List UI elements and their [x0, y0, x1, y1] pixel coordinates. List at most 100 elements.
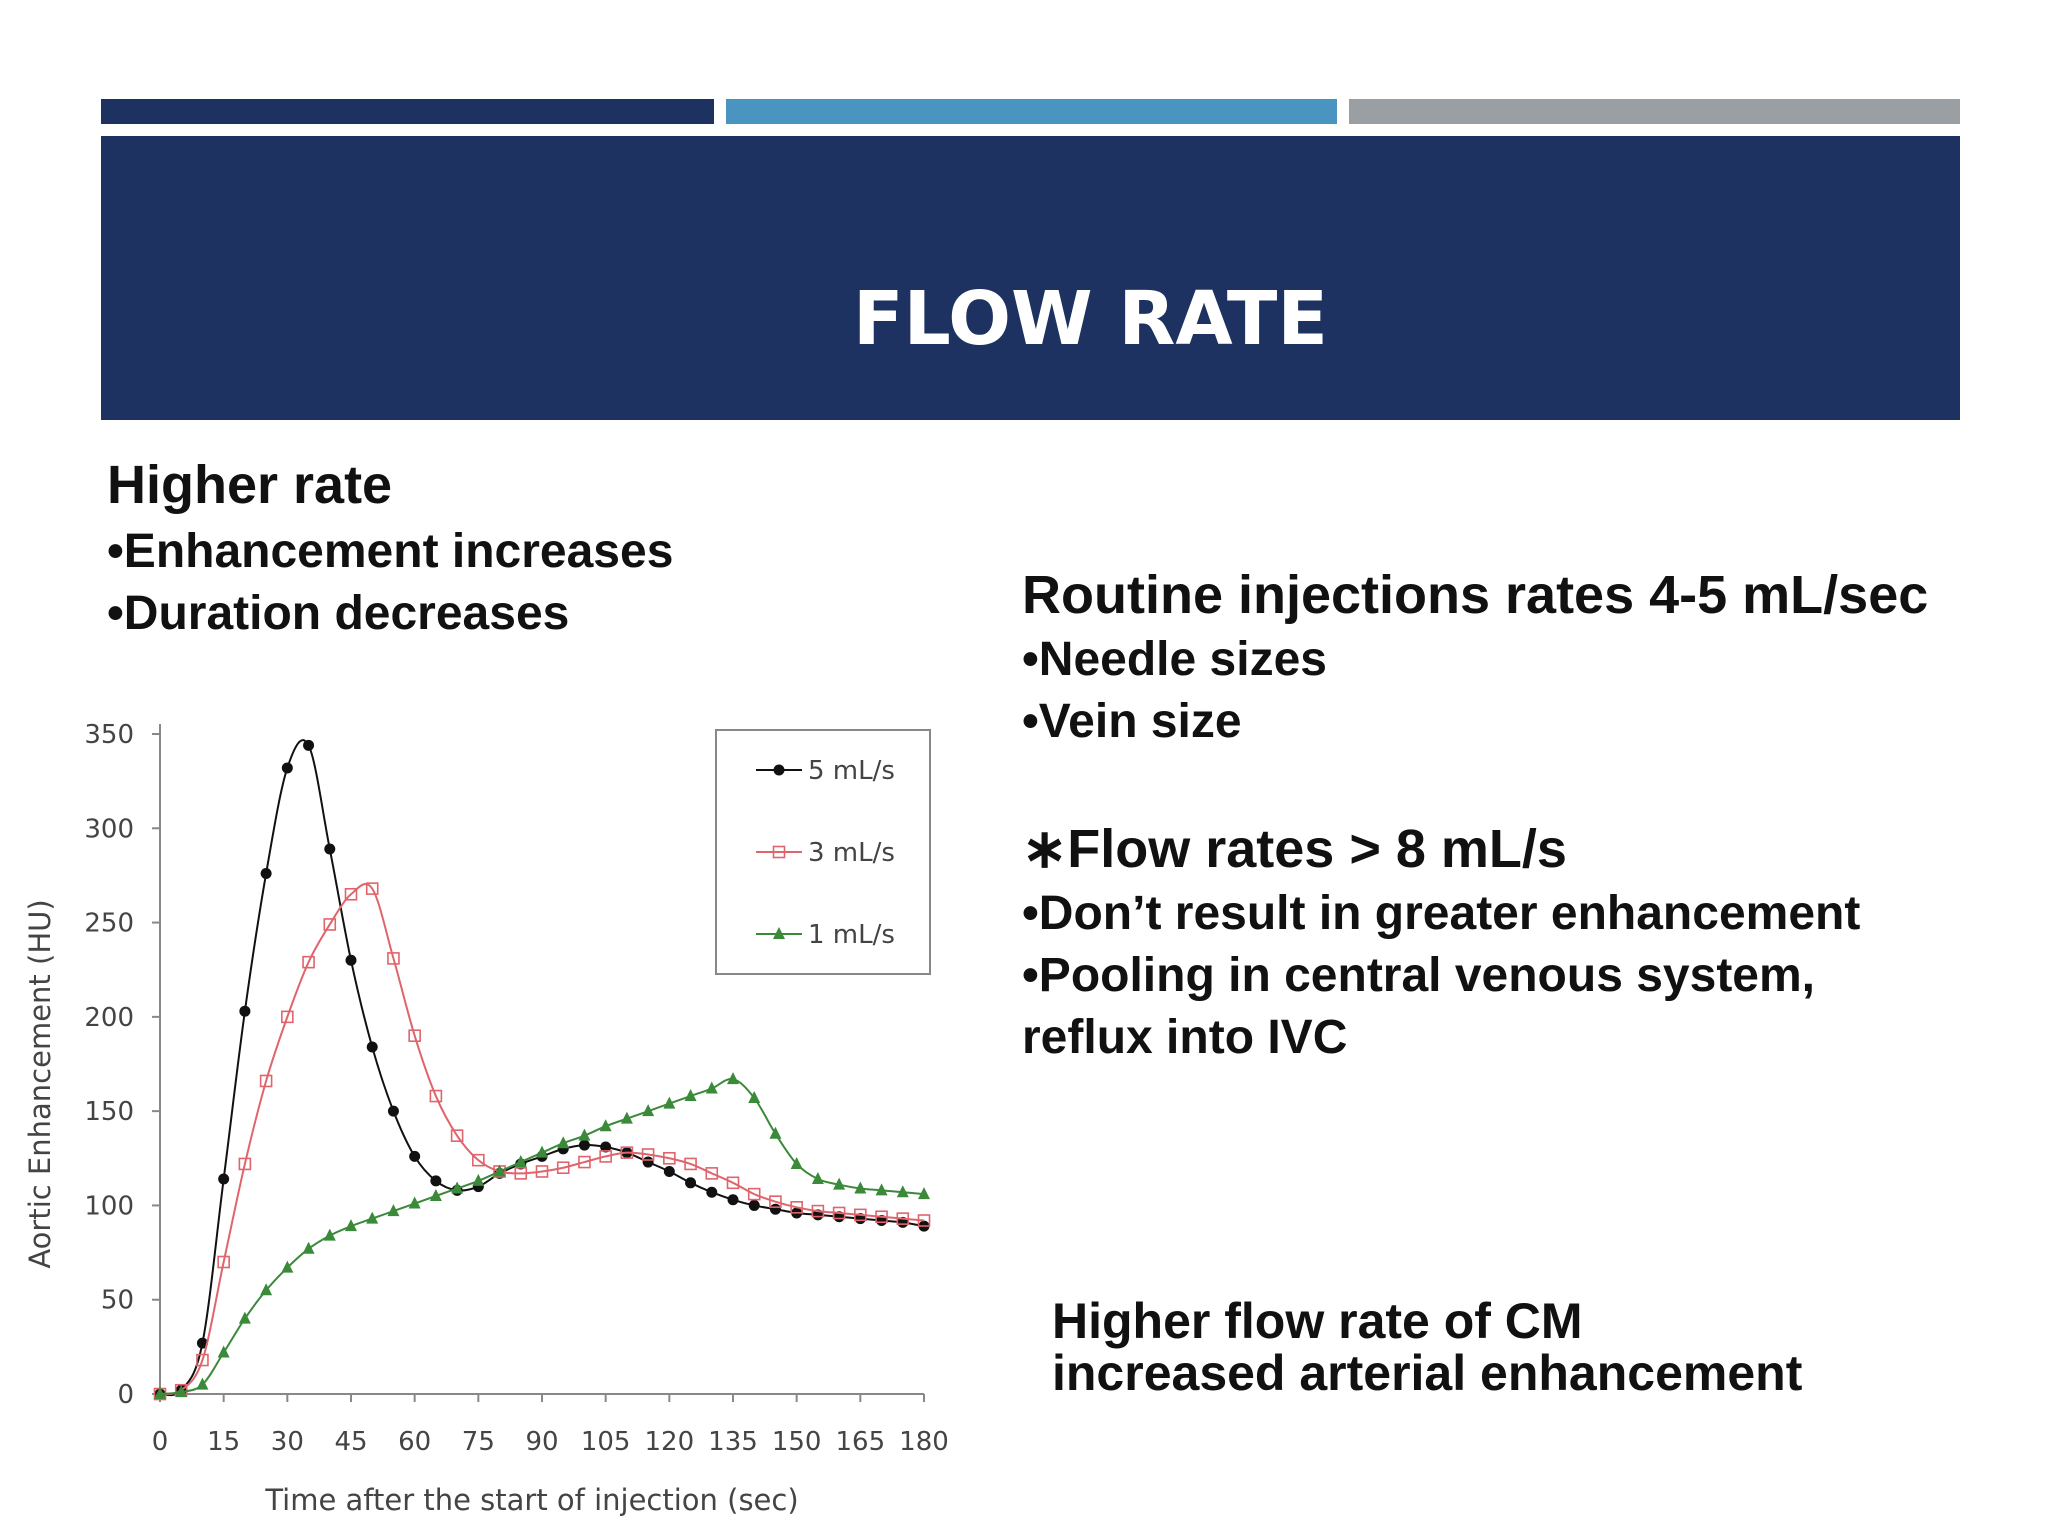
- data-point: [578, 1155, 591, 1169]
- data-point: [387, 1204, 400, 1217]
- data-point: [599, 1150, 612, 1163]
- data-point: [218, 1173, 230, 1185]
- data-point: [620, 1111, 633, 1124]
- data-point: [302, 1241, 315, 1254]
- left-heading: Higher rate: [107, 455, 393, 515]
- y-tick-label: 200: [84, 1003, 134, 1033]
- y-tick-label: 50: [101, 1286, 134, 1316]
- data-point: [429, 1189, 442, 1201]
- data-point: [727, 1072, 739, 1085]
- data-point: [875, 1183, 888, 1196]
- legend-label: 1 mL/s: [808, 920, 895, 950]
- flow-rate-chart: 0 50 100 150 200 250 300 350 0 15 30 45 60 75 90 105 120…: [23, 720, 949, 1517]
- data-point: [641, 1148, 655, 1161]
- data-point: [684, 1089, 697, 1102]
- legend-label: 3 mL/s: [808, 838, 895, 868]
- data-point: [620, 1146, 634, 1159]
- right-heading-flow: ∗Flow rates > 8 mL/s: [1022, 819, 1567, 879]
- data-point: [917, 1214, 931, 1227]
- data-point: [790, 1201, 803, 1214]
- data-point: [578, 1128, 591, 1141]
- left-bullet-duration: •Duration decreases: [107, 587, 570, 640]
- data-point: [303, 739, 315, 751]
- data-point: [748, 1090, 761, 1103]
- data-point: [854, 1181, 867, 1194]
- caption-line-1: Higher flow rate of CM: [1052, 1293, 1583, 1349]
- data-point: [556, 1161, 570, 1175]
- data-point: [918, 1187, 930, 1200]
- data-point: [811, 1204, 825, 1218]
- accent-bar-gray: [1349, 99, 1960, 124]
- y-tick-label: 100: [84, 1191, 134, 1221]
- data-point: [514, 1155, 527, 1168]
- right-bullet-reflux: reflux into IVC: [1022, 1011, 1348, 1064]
- data-point: [769, 1126, 782, 1139]
- data-point: [705, 1167, 719, 1180]
- legend-box: [715, 729, 931, 975]
- data-point: [409, 1150, 421, 1162]
- data-point: [769, 1195, 782, 1208]
- data-point: [727, 1194, 739, 1206]
- right-bullet-vein: •Vein size: [1022, 695, 1242, 748]
- caption-line-2: increased arterial enhancement: [1052, 1345, 1803, 1401]
- data-point: [599, 1119, 612, 1132]
- data-point: [450, 1129, 464, 1142]
- legend-marker: [772, 845, 786, 859]
- data-point: [429, 1089, 443, 1103]
- x-tick-label: 180: [899, 1427, 949, 1457]
- right-bullet-enhancement: •Don’t result in greater enhancement: [1022, 887, 1861, 940]
- series-line: [159, 883, 925, 1396]
- chart-legend: 5 mL/s 3 mL/s 1 mL/s: [715, 729, 931, 975]
- data-point: [705, 1081, 718, 1094]
- x-tick-label: 75: [462, 1427, 495, 1457]
- data-point: [685, 1177, 697, 1189]
- data-point: [896, 1212, 910, 1225]
- data-point: [323, 1228, 336, 1241]
- slide-title: FLOW RATE: [853, 276, 1328, 362]
- y-tick-label: 300: [84, 814, 134, 844]
- data-point: [706, 1186, 718, 1198]
- x-tick-label: 0: [152, 1427, 169, 1457]
- accent-bar-blue: [726, 99, 1337, 124]
- data-point: [642, 1156, 654, 1168]
- right-heading-routine: Routine injections rates 4-5 mL/sec: [1022, 565, 1929, 625]
- x-tick-label: 30: [271, 1427, 304, 1457]
- data-point: [726, 1176, 740, 1190]
- data-point: [833, 1177, 846, 1190]
- data-point: [260, 868, 272, 880]
- data-point: [344, 887, 358, 901]
- legend-marker: [773, 764, 785, 776]
- data-point: [281, 762, 293, 774]
- x-tick-label: 15: [207, 1427, 240, 1457]
- data-point: [663, 1096, 676, 1109]
- data-point: [514, 1167, 528, 1180]
- accent-bar-dark: [101, 99, 714, 124]
- data-point: [238, 1157, 252, 1171]
- data-point: [578, 1139, 590, 1151]
- data-point: [324, 843, 336, 855]
- data-point: [387, 1105, 399, 1117]
- legend-label: 5 mL/s: [808, 756, 895, 786]
- data-point: [748, 1199, 760, 1211]
- x-tick-label: 60: [398, 1427, 431, 1457]
- data-point: [366, 1041, 378, 1053]
- data-point: [684, 1157, 697, 1171]
- data-point: [260, 1283, 273, 1296]
- data-point: [196, 1377, 209, 1390]
- data-point: [154, 1387, 166, 1399]
- data-point: [536, 1145, 548, 1158]
- series-line: [159, 1077, 925, 1395]
- x-tick-label: 150: [772, 1427, 822, 1457]
- data-point: [535, 1165, 549, 1178]
- data-point: [239, 1005, 251, 1017]
- data-point: [323, 918, 337, 931]
- data-point: [811, 1172, 824, 1185]
- y-tick-label: 250: [84, 909, 134, 939]
- data-point: [472, 1173, 485, 1186]
- data-point: [472, 1153, 485, 1167]
- data-point: [854, 1208, 867, 1222]
- data-point: [196, 1353, 209, 1367]
- data-point: [408, 1196, 421, 1209]
- data-point: [875, 1210, 888, 1224]
- data-point: [747, 1187, 761, 1201]
